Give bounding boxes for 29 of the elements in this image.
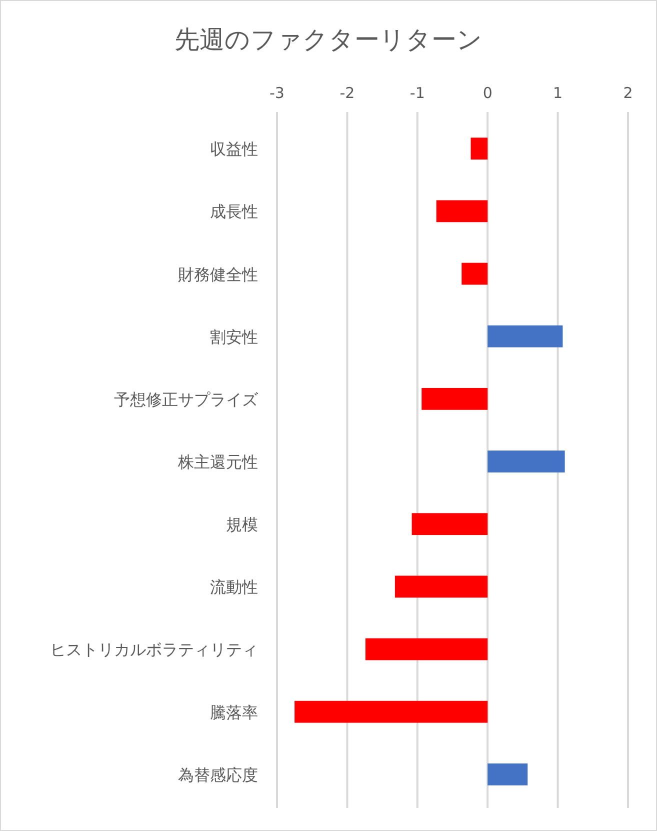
bar [422, 388, 488, 410]
y-tick-label: 予想修正サプライズ [114, 390, 259, 409]
bar [462, 262, 488, 285]
bar [412, 513, 488, 536]
x-tick-label: 0 [482, 84, 492, 102]
y-tick-label: 規模 [226, 515, 258, 534]
x-tick-label: -3 [270, 84, 284, 102]
bar [488, 450, 565, 472]
chart-title: 先週のファクターリターン [174, 25, 482, 54]
x-tick-label: 2 [623, 84, 633, 102]
bar [365, 638, 488, 660]
y-tick-label: 成長性 [210, 202, 258, 222]
bar [436, 200, 488, 222]
y-tick-label: 株主還元性 [177, 452, 258, 472]
y-tick-label: 為替感応度 [178, 765, 258, 784]
y-tick-label: ヒストリカルボラティリティ [50, 640, 258, 660]
x-tick-label: 1 [553, 84, 563, 102]
y-tick-label: 割安性 [210, 327, 258, 346]
bar [488, 763, 528, 786]
bar [294, 700, 488, 723]
y-tick-label: 流動性 [210, 578, 258, 597]
bar [394, 576, 488, 598]
x-tick-label: -2 [340, 84, 355, 102]
y-tick-label: 財務健全性 [178, 264, 258, 284]
bar [470, 138, 488, 160]
bar [488, 325, 563, 348]
y-tick-label: 騰落率 [210, 702, 258, 722]
y-tick-label: 収益性 [210, 140, 258, 159]
x-tick-label: -1 [410, 84, 425, 102]
